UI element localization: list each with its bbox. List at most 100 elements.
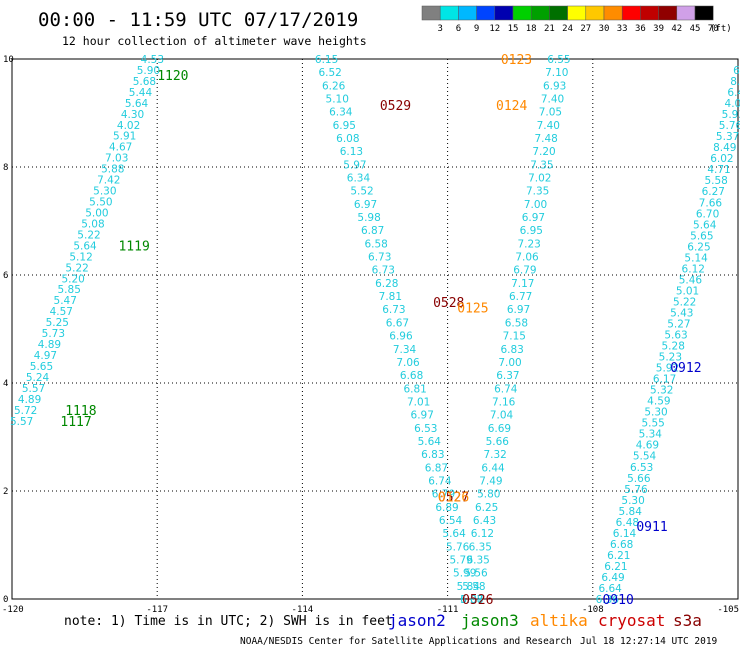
data-point: 4.89 bbox=[38, 339, 61, 351]
data-point: 6.15 bbox=[315, 54, 338, 66]
data-point: 7.48 bbox=[534, 133, 557, 145]
data-point: 6.95 bbox=[333, 120, 356, 132]
data-point: 7.81 bbox=[379, 291, 402, 303]
data-point: 8.49 bbox=[713, 142, 736, 154]
data-point: 7.06 bbox=[515, 252, 539, 264]
data-point: 4.67 bbox=[109, 142, 132, 154]
data-point: 7.06 bbox=[396, 357, 420, 369]
data-point: 7.40 bbox=[537, 120, 560, 132]
data-point: 6.08 bbox=[460, 594, 483, 606]
data-point: 5.72 bbox=[14, 405, 37, 417]
data-point: 7.16 bbox=[492, 396, 516, 408]
data-point: 6.69 bbox=[488, 423, 511, 435]
pass-label: 1117 bbox=[60, 415, 91, 430]
pass-label: 0529 bbox=[380, 99, 411, 114]
data-point: 6.26 bbox=[322, 80, 346, 92]
data-point: 6.13 bbox=[340, 146, 363, 158]
data-point: 5.44 bbox=[129, 87, 153, 99]
data-point: 6.35 bbox=[466, 554, 489, 566]
pass-label: 1120 bbox=[157, 69, 188, 84]
footer-timestamp: Jul 18 12:27:14 UTC 2019 bbox=[580, 636, 718, 647]
data-point: 5.23 bbox=[659, 352, 682, 364]
data-point: 6.25 bbox=[687, 241, 710, 253]
data-point: 4.59 bbox=[647, 396, 670, 408]
data-point: 6.28 bbox=[375, 278, 398, 290]
data-point: 6.83 bbox=[500, 344, 523, 356]
data-point: 6.79 bbox=[432, 489, 455, 501]
data-point: 5.50 bbox=[89, 197, 112, 209]
data-point: 6.49 bbox=[601, 572, 624, 584]
colorbar-swatch bbox=[494, 5, 514, 21]
data-point: 5.00 bbox=[85, 207, 108, 219]
data-point: 6.52 bbox=[318, 67, 341, 79]
data-point: 6.02 bbox=[710, 153, 733, 165]
footer-note: note: 1) Time is in UTC; 2) SWH is in fe… bbox=[64, 614, 393, 629]
data-point: 5.32 bbox=[650, 385, 673, 397]
data-point: 6.12 bbox=[682, 263, 705, 275]
data-point: 5.64 bbox=[693, 219, 717, 231]
colorbar-swatch bbox=[549, 5, 568, 21]
data-point: 6.68 bbox=[400, 370, 423, 382]
data-point: 7.03 bbox=[105, 153, 128, 165]
data-point: 5.10 bbox=[326, 94, 349, 106]
data-point: 5.64 bbox=[73, 240, 97, 252]
data-point: 6.89 bbox=[435, 502, 458, 514]
data-point: 5.88 bbox=[101, 164, 124, 176]
colorbar-swatch bbox=[530, 5, 550, 21]
data-point: 7.32 bbox=[483, 449, 506, 461]
pass-label: 0526 bbox=[462, 593, 493, 608]
data-point: 5.90 bbox=[137, 65, 160, 77]
data-point: 5.79 bbox=[449, 554, 472, 566]
data-point: 6.58 bbox=[505, 317, 528, 329]
data-point: 5.98 bbox=[357, 212, 380, 224]
data-point: 5.65 bbox=[690, 230, 713, 242]
x-tick-label: -117 bbox=[146, 605, 168, 615]
colorbar-label: 39 bbox=[653, 24, 664, 34]
data-point: 6.73 bbox=[382, 304, 405, 316]
data-point: 5.34 bbox=[639, 429, 663, 441]
x-tick-label: -111 bbox=[437, 605, 459, 615]
data-point: 6.74 bbox=[494, 383, 518, 395]
data-point: 6.87 bbox=[425, 462, 448, 474]
data-point: 5.22 bbox=[65, 262, 88, 274]
chart-subtitle: 12 hour collection of altimeter wave hei… bbox=[62, 34, 367, 48]
data-point: 7.23 bbox=[517, 238, 540, 250]
data-point: 6.37 bbox=[496, 370, 519, 382]
data-point: 5.66 bbox=[627, 473, 651, 485]
data-point: 6.44 bbox=[481, 462, 505, 474]
data-point: 6.73 bbox=[372, 265, 395, 277]
data-point: 5.55 bbox=[641, 418, 664, 430]
data-point: 5.76 bbox=[624, 484, 648, 496]
data-point: 6.68 bbox=[610, 539, 633, 551]
data-point: 6.34 bbox=[329, 107, 353, 119]
data-point: 5.68 bbox=[133, 76, 156, 88]
legend-entry: jason3 bbox=[461, 611, 519, 630]
data-point: 6.08 bbox=[336, 133, 359, 145]
data-point: 5.64 bbox=[442, 528, 466, 540]
y-tick-label: 6 bbox=[3, 271, 8, 281]
colorbar-label: 30 bbox=[599, 24, 610, 34]
data-point: 5.58 bbox=[704, 175, 727, 187]
colorbar-label: 27 bbox=[580, 24, 591, 34]
colorbar-unit: (ft) bbox=[710, 24, 732, 34]
data-point: 5.20 bbox=[61, 273, 84, 285]
data-point: 5.37 bbox=[716, 131, 739, 143]
colorbar-swatch bbox=[676, 5, 696, 21]
data-point: 4.57 bbox=[50, 306, 73, 318]
data-point: 4.30 bbox=[121, 109, 144, 121]
data-point: 5.93 bbox=[722, 109, 740, 121]
data-point: 5.12 bbox=[69, 251, 92, 263]
data-point: 6.36 bbox=[596, 594, 620, 606]
pass-label: 0528 bbox=[433, 296, 464, 311]
data-point: 5.58 bbox=[462, 581, 485, 593]
data-point: 5.92 bbox=[656, 363, 679, 375]
colorbar-swatch bbox=[439, 5, 459, 21]
data-point: 6.93 bbox=[543, 80, 566, 92]
colorbar-label: 18 bbox=[526, 24, 537, 34]
data-point: 5.25 bbox=[46, 317, 69, 329]
data-point: 6.54 bbox=[439, 515, 463, 527]
colorbar-label: 33 bbox=[617, 24, 628, 34]
data-point: 5.24 bbox=[26, 372, 50, 384]
